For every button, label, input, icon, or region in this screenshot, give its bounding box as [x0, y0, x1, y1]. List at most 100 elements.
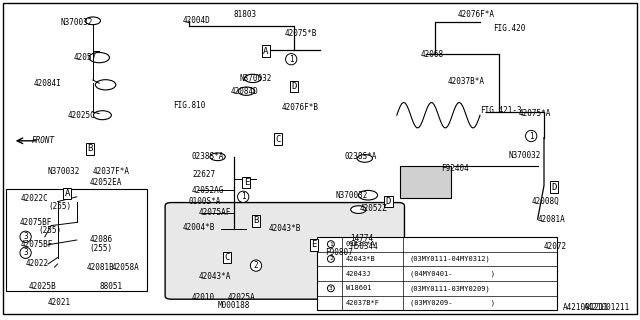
- Text: 42081B: 42081B: [86, 263, 114, 272]
- Text: 42037F*A: 42037F*A: [93, 167, 130, 176]
- Text: 42052Z: 42052Z: [360, 204, 387, 212]
- Text: 42075*B: 42075*B: [285, 29, 317, 38]
- Text: FIG.810: FIG.810: [173, 101, 205, 110]
- Text: (03MY0111-04MY0312): (03MY0111-04MY0312): [410, 256, 490, 262]
- Text: 42043*B: 42043*B: [346, 256, 375, 262]
- Text: N370032: N370032: [61, 18, 93, 27]
- Circle shape: [93, 111, 111, 120]
- Text: A: A: [263, 47, 268, 56]
- Text: 42052AG: 42052AG: [192, 186, 225, 195]
- Text: 1: 1: [529, 132, 534, 140]
- Text: F92404: F92404: [442, 164, 469, 172]
- Text: (255): (255): [90, 244, 113, 252]
- Text: B: B: [253, 216, 259, 225]
- Text: C: C: [276, 135, 281, 144]
- Circle shape: [210, 153, 225, 161]
- Text: 1: 1: [329, 242, 333, 247]
- Text: 3: 3: [329, 286, 333, 291]
- Text: E: E: [244, 178, 249, 187]
- Circle shape: [244, 74, 261, 83]
- Text: 2: 2: [329, 256, 333, 261]
- Text: 42076F*B: 42076F*B: [282, 103, 319, 112]
- Text: A: A: [65, 189, 70, 198]
- Text: D: D: [551, 183, 556, 192]
- Text: C: C: [225, 253, 230, 262]
- Text: 42037B*F: 42037B*F: [346, 300, 380, 306]
- Text: 42072: 42072: [544, 242, 567, 251]
- Text: 3: 3: [23, 248, 28, 257]
- Text: 42004D: 42004D: [182, 16, 210, 25]
- Text: 1: 1: [289, 55, 294, 64]
- Bar: [6, 189, 147, 291]
- Text: 42084D: 42084D: [230, 87, 258, 96]
- Text: D: D: [386, 197, 391, 206]
- Circle shape: [358, 190, 378, 200]
- Circle shape: [85, 17, 100, 25]
- Text: N370032: N370032: [240, 74, 273, 83]
- Text: 42021: 42021: [48, 298, 71, 307]
- Text: 88051: 88051: [99, 282, 122, 291]
- Text: 42057: 42057: [74, 53, 97, 62]
- Text: 42086: 42086: [90, 236, 113, 244]
- Text: A421001211: A421001211: [563, 303, 609, 312]
- Text: (255): (255): [38, 226, 61, 235]
- Text: 0238S*A: 0238S*A: [192, 152, 225, 161]
- Text: 42008Q: 42008Q: [531, 197, 559, 206]
- Text: 81803: 81803: [234, 10, 257, 19]
- Text: 42075*A: 42075*A: [518, 109, 551, 118]
- Text: (03MY0209-         ): (03MY0209- ): [410, 300, 495, 306]
- Circle shape: [95, 80, 116, 90]
- Text: 42037B*A: 42037B*A: [448, 77, 485, 86]
- Text: M000188: M000188: [218, 301, 250, 310]
- Text: N370032: N370032: [509, 151, 541, 160]
- Text: 42081A: 42081A: [538, 215, 565, 224]
- Text: H50344: H50344: [350, 242, 378, 251]
- Polygon shape: [173, 208, 397, 294]
- Text: 0923S*A: 0923S*A: [346, 241, 375, 247]
- Text: 1: 1: [241, 192, 246, 201]
- Text: W18601: W18601: [346, 285, 371, 291]
- Text: 42068: 42068: [421, 50, 444, 59]
- Text: N370032: N370032: [48, 167, 81, 176]
- Text: 42075BF: 42075BF: [20, 240, 53, 249]
- Text: FIG.421-3: FIG.421-3: [480, 106, 522, 115]
- Text: 42043*A: 42043*A: [198, 272, 231, 281]
- Bar: [317, 237, 557, 310]
- Text: E: E: [311, 240, 316, 249]
- Text: 42043J: 42043J: [346, 271, 371, 276]
- Text: 14774: 14774: [350, 234, 373, 243]
- Text: 42084I: 42084I: [33, 79, 61, 88]
- Text: N370032: N370032: [336, 191, 369, 200]
- Text: 42022: 42022: [26, 260, 49, 268]
- Text: A421001211: A421001211: [584, 303, 630, 312]
- FancyBboxPatch shape: [165, 203, 404, 299]
- Text: 42025A: 42025A: [227, 293, 255, 302]
- Text: FRONT: FRONT: [32, 136, 55, 145]
- Text: F90807: F90807: [325, 248, 353, 257]
- Circle shape: [351, 206, 366, 213]
- Text: FIG.420: FIG.420: [493, 24, 525, 33]
- Text: 3: 3: [23, 232, 28, 241]
- Text: B: B: [87, 144, 92, 153]
- Circle shape: [89, 52, 109, 63]
- Circle shape: [238, 87, 255, 95]
- Text: (255): (255): [48, 202, 71, 211]
- Circle shape: [357, 155, 372, 162]
- Text: 0100S*A: 0100S*A: [189, 197, 221, 206]
- Text: 42010: 42010: [192, 293, 215, 302]
- Text: 42075AF: 42075AF: [198, 208, 231, 217]
- Bar: [400, 166, 451, 198]
- Text: (04MY0401-         ): (04MY0401- ): [410, 270, 495, 277]
- Text: 42022C: 42022C: [20, 194, 48, 203]
- Text: 2: 2: [253, 261, 259, 270]
- Text: 42075BF: 42075BF: [19, 218, 52, 227]
- Text: 42004*B: 42004*B: [182, 223, 215, 232]
- Text: 42025C: 42025C: [67, 111, 95, 120]
- Circle shape: [521, 244, 541, 255]
- Text: (03MY0111-03MY0209): (03MY0111-03MY0209): [410, 285, 490, 292]
- Text: 42025B: 42025B: [29, 282, 56, 291]
- Text: 22627: 22627: [192, 170, 215, 179]
- Text: 42052EA: 42052EA: [90, 178, 122, 187]
- Text: 42043*B: 42043*B: [269, 224, 301, 233]
- Text: D: D: [292, 82, 297, 91]
